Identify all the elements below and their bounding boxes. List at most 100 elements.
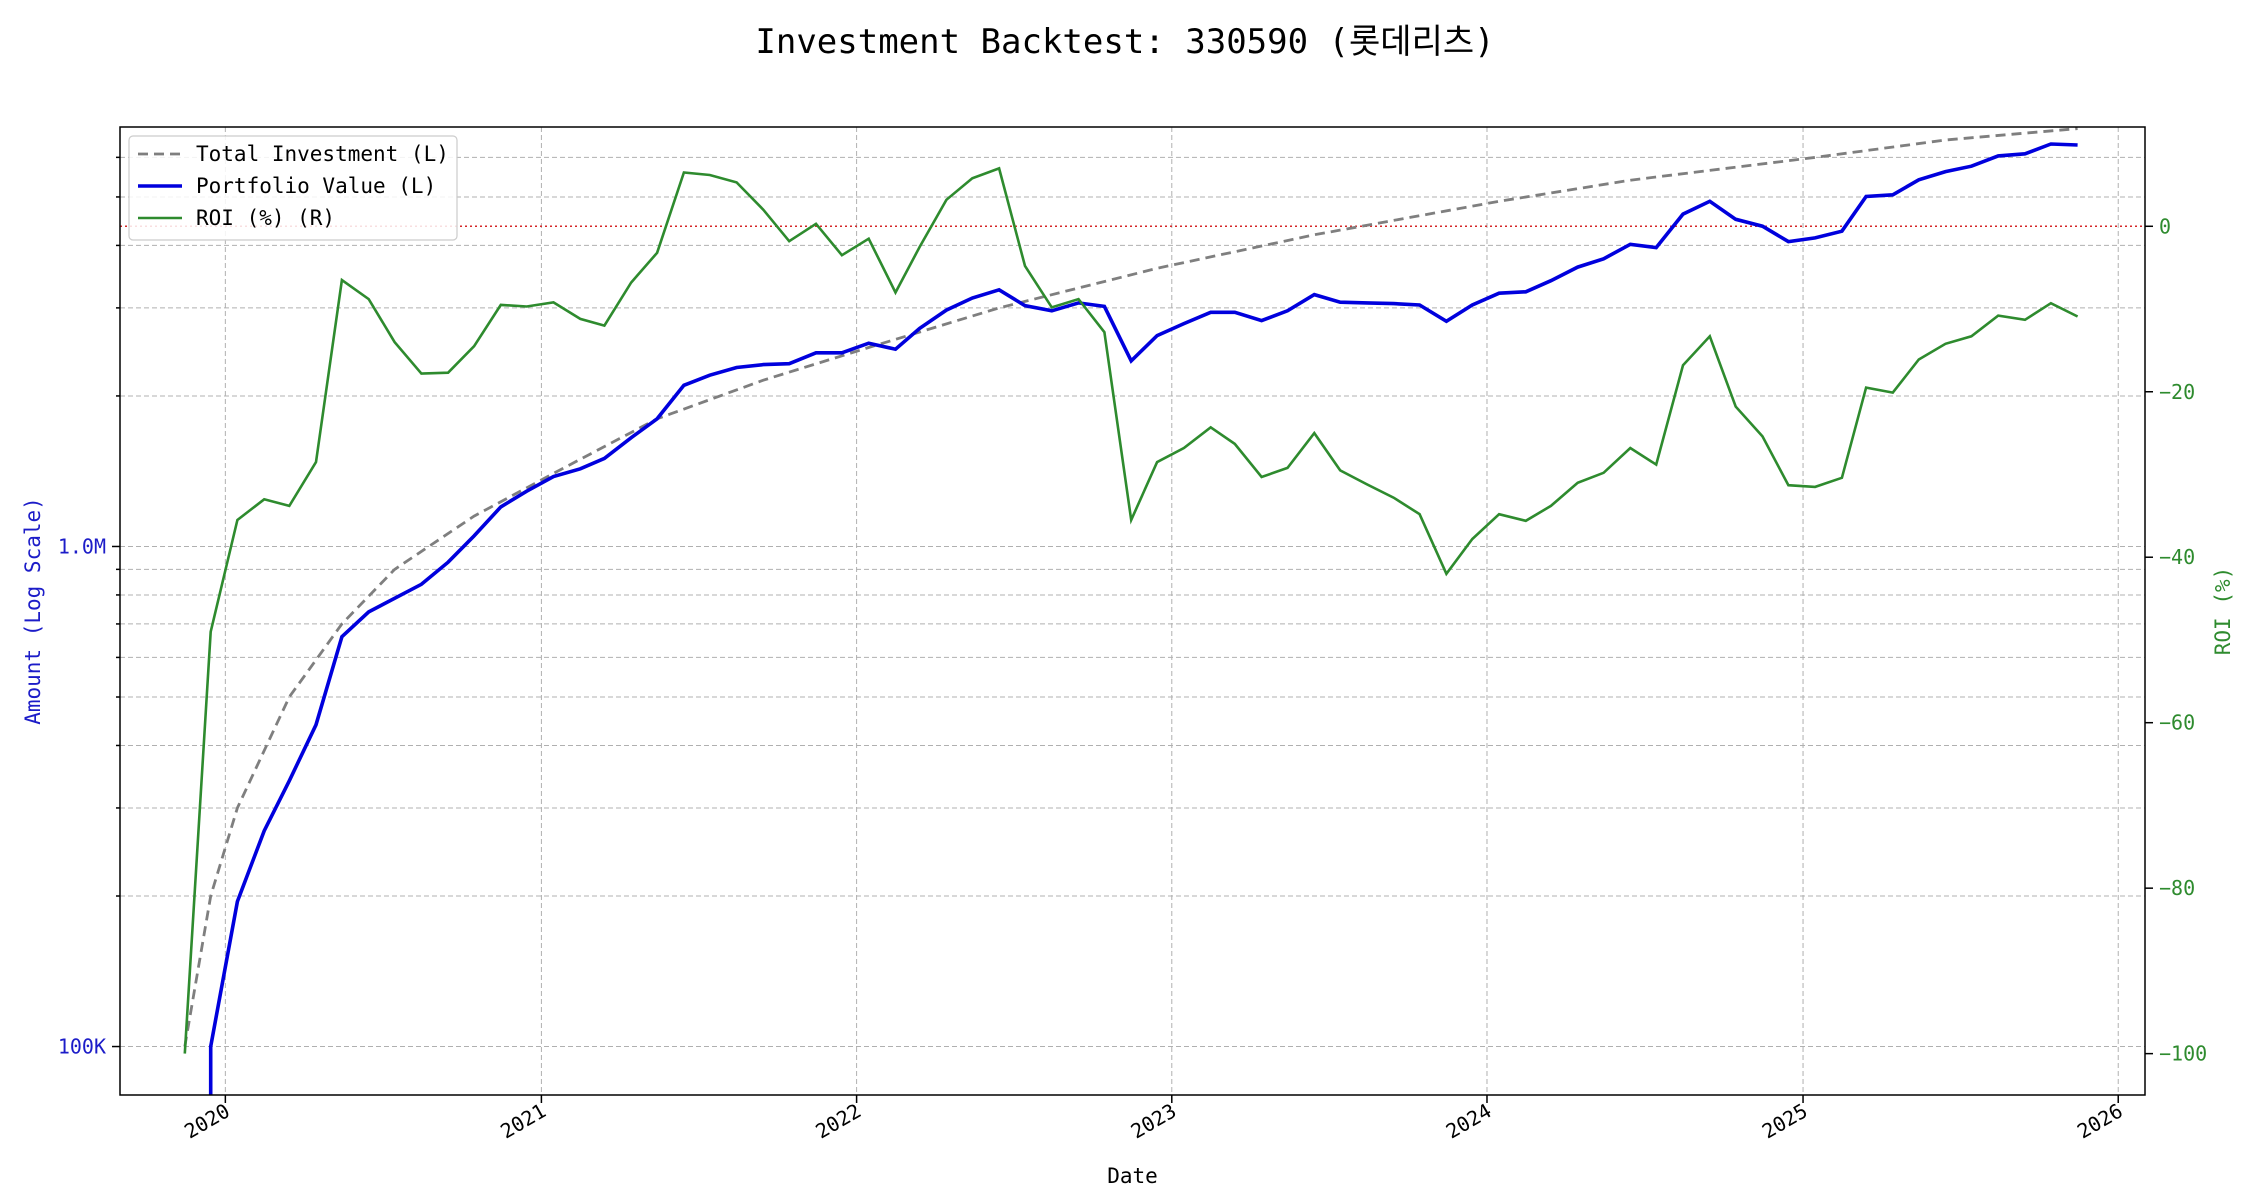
roi-point [340, 278, 344, 282]
portfolio-value-point [1102, 304, 1106, 308]
roi-point [262, 497, 266, 501]
portfolio-value-point [918, 326, 922, 330]
portfolio-value-point [1681, 212, 1685, 216]
roi-point [1260, 475, 1264, 479]
right-axis-tick-label: 0 [2159, 214, 2171, 238]
roi-point [287, 504, 291, 508]
roi-point [1182, 446, 1186, 450]
portfolio-value-point [602, 456, 606, 460]
portfolio-value-point [1023, 304, 1027, 308]
total-investment-point [235, 806, 239, 810]
roi-point [1864, 386, 1868, 390]
roi-point [1155, 460, 1159, 464]
portfolio-value-point [525, 489, 529, 493]
roi-point [1891, 391, 1895, 395]
roi-point [1654, 463, 1658, 467]
portfolio-value-point [708, 373, 712, 377]
portfolio-value-point [840, 351, 844, 355]
total-investment-point [1155, 266, 1159, 270]
roi-point [1338, 468, 1342, 472]
roi-point [894, 291, 898, 295]
roi-point [1944, 342, 1948, 346]
portfolio-value-point [1286, 309, 1290, 313]
roi-point [2023, 318, 2027, 322]
portfolio-value-point [314, 723, 318, 727]
portfolio-value-point [262, 829, 266, 833]
roi-point [1576, 481, 1580, 485]
total-investment-point [340, 622, 344, 626]
roi-point [629, 281, 633, 285]
roi-point [578, 317, 582, 321]
roi-point [655, 251, 659, 255]
roi-point [1917, 358, 1921, 362]
portfolio-value-point [209, 1045, 213, 1049]
right-axis-tick-label: −80 [2159, 876, 2195, 900]
portfolio-value-point [1497, 291, 1501, 295]
roi-point [552, 300, 556, 304]
legend-roi-label: ROI (%) (R) [196, 206, 335, 230]
roi-point [1365, 482, 1369, 486]
portfolio-value-point [1576, 265, 1580, 269]
portfolio-value-point [1734, 217, 1738, 221]
portfolio-value-point [1233, 310, 1237, 314]
roi-point [944, 198, 948, 202]
left-y-axis-title: Amount (Log Scale) [21, 497, 45, 725]
roi-point [1734, 405, 1738, 409]
roi-point [997, 166, 1001, 170]
roi-point [1286, 466, 1290, 470]
roi-point [761, 208, 765, 212]
portfolio-value-point [1969, 164, 1973, 168]
portfolio-value-point [1392, 302, 1396, 306]
total-investment-line [183, 127, 2078, 1047]
roi-point [602, 324, 606, 328]
axes: 100K 1.0M 0 −20 −40 −60 −80 −100 2020 2021 2022 202… [58, 156, 2207, 1144]
portfolio-value-point [814, 351, 818, 355]
portfolio-value-point [682, 383, 686, 387]
roi-point [393, 340, 397, 344]
roi-point [1681, 363, 1685, 367]
total-investment-point [1497, 199, 1501, 203]
roi-point [1708, 334, 1712, 338]
portfolio-value-point [552, 475, 556, 479]
roi-point [1602, 471, 1606, 475]
portfolio-value-point [578, 467, 582, 471]
total-investment-point [1312, 233, 1316, 237]
portfolio-value-point [1944, 170, 1948, 174]
portfolio-value-point [1209, 310, 1213, 314]
left-axis-tick-label: 1.0M [58, 534, 106, 558]
portfolio-value-point [787, 362, 791, 366]
roi-line [183, 166, 2079, 1054]
portfolio-value-point [1602, 257, 1606, 261]
x-axis-title: Date [1107, 1164, 1158, 1188]
roi-point [840, 253, 844, 257]
chart-title: Investment Backtest: 330590 (롯데리츠) [755, 22, 1495, 62]
total-investment-point [867, 346, 871, 350]
roi-point [735, 180, 739, 184]
roi-point [1444, 572, 1448, 576]
portfolio-value-point [997, 288, 1001, 292]
portfolio-value-point [2076, 143, 2080, 147]
roi-point [499, 303, 503, 307]
total-investment-point [1944, 138, 1948, 142]
x-axis-tick-label: 2026 [2073, 1099, 2127, 1144]
roi-point [183, 1052, 187, 1056]
roi-point [867, 237, 871, 241]
portfolio-value-point [1628, 242, 1632, 246]
roi-point [787, 239, 791, 243]
portfolio-value-point [894, 347, 898, 351]
roi-point [1969, 334, 1973, 338]
portfolio-value-point [1365, 301, 1369, 305]
portfolio-value-point [655, 417, 659, 421]
portfolio-value-point [419, 582, 423, 586]
roi-point [814, 222, 818, 226]
legend-portfolio-value-label: Portfolio Value (L) [196, 174, 436, 198]
portfolio-value-point [1840, 229, 1844, 233]
portfolio-value-point [1708, 199, 1712, 203]
grid-lines [120, 127, 2145, 1095]
x-axis-tick-label: 2023 [1127, 1099, 1181, 1144]
roi-point [918, 245, 922, 249]
portfolio-value-point [1444, 319, 1448, 323]
portfolio-value-point [735, 366, 739, 370]
total-investment-point [287, 695, 291, 699]
